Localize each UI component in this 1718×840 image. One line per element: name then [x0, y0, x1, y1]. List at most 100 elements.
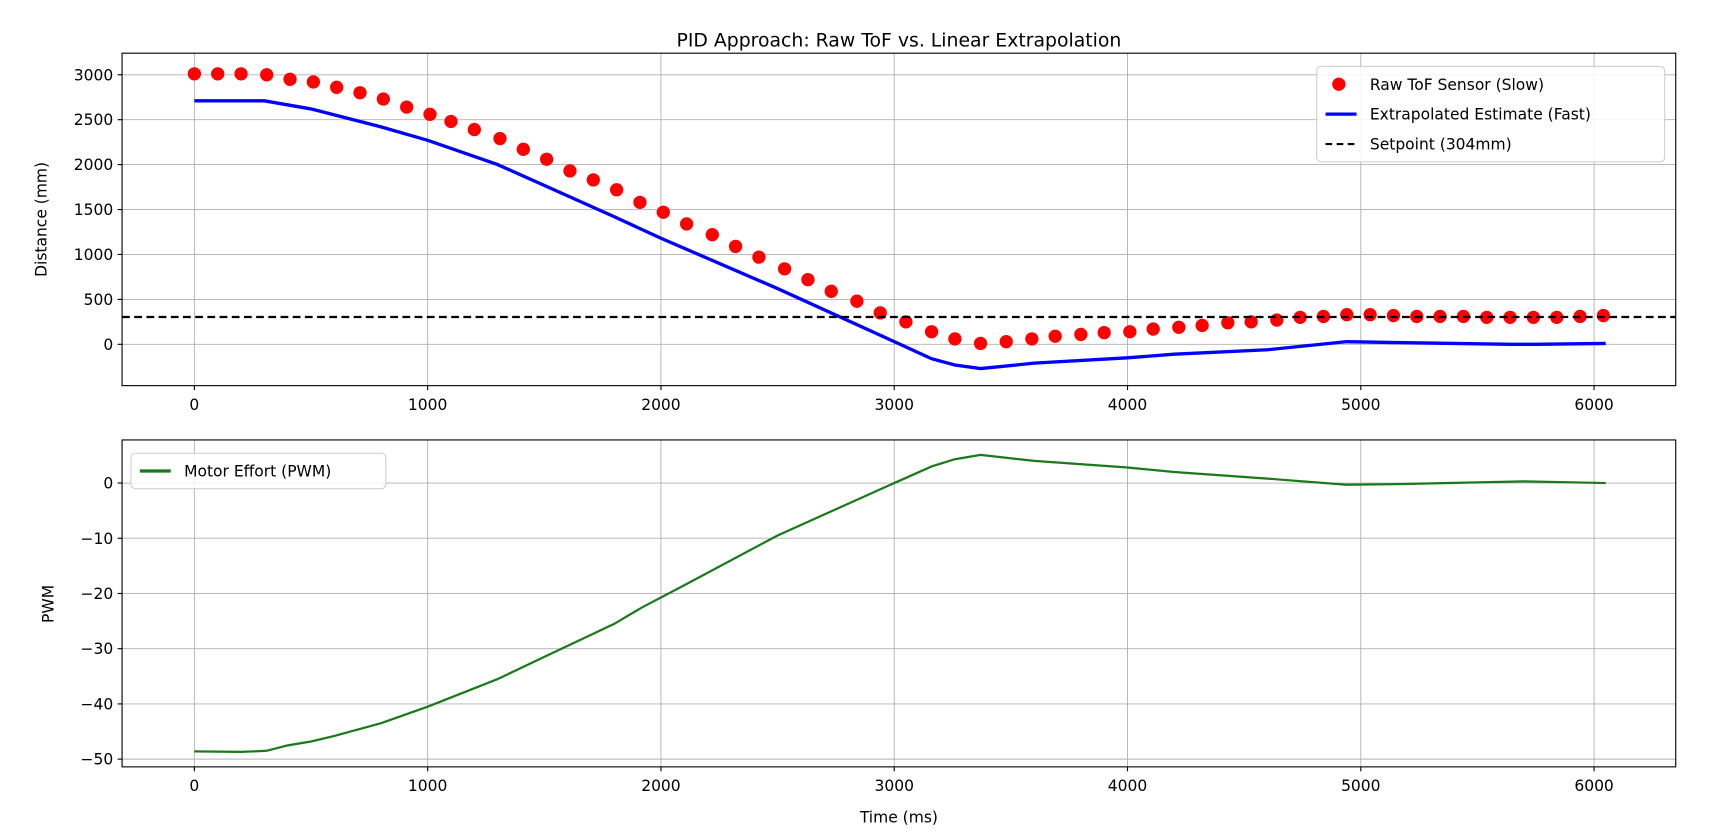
- legend-label: Motor Effort (PWM): [184, 463, 331, 481]
- raw-tof-point: [444, 114, 458, 129]
- raw-tof-point: [850, 294, 864, 308]
- raw-tof-point: [1221, 316, 1235, 330]
- raw-tof-point: [1480, 310, 1494, 325]
- raw-tof-point: [516, 142, 530, 156]
- raw-tof-point: [306, 75, 321, 89]
- y-tick-label: 2000: [74, 156, 113, 174]
- y-tick-label: 0: [103, 336, 113, 354]
- x-tick-label: 2000: [641, 396, 680, 414]
- raw-tof-point: [679, 217, 694, 231]
- legend-item: Motor Effort (PWM): [139, 463, 331, 481]
- raw-tof-point: [752, 250, 766, 264]
- raw-tof-point: [1363, 308, 1377, 322]
- plot-area: [122, 439, 1676, 767]
- x-tick-label: 4000: [1108, 396, 1147, 414]
- raw-tof-point: [1503, 310, 1517, 325]
- y-axis-label-distance: Distance (mm): [33, 162, 51, 277]
- y-axis-label-pwm: PWM: [39, 585, 57, 623]
- legend-item: Raw ToF Sensor (Slow): [1332, 76, 1544, 94]
- legend-box: [1316, 65, 1666, 163]
- raw-tof-point: [777, 262, 792, 276]
- y-tick-label: 500: [84, 291, 114, 309]
- raw-tof-point: [493, 131, 507, 146]
- raw-tof-point: [1172, 320, 1186, 334]
- raw-tof-point: [400, 100, 414, 114]
- y-tick-label: 2500: [74, 111, 113, 129]
- x-tick-label: 1000: [408, 396, 447, 414]
- legend-box: [130, 452, 387, 490]
- x-tick-label: 0: [189, 396, 199, 414]
- raw-tof-point: [260, 68, 274, 82]
- x-tick-label: 5000: [1341, 777, 1380, 795]
- legend-marker-scatter: [1332, 77, 1346, 91]
- raw-tof-point: [330, 80, 344, 94]
- raw-tof-point: [801, 272, 815, 287]
- raw-tof-point: [1270, 313, 1284, 327]
- raw-tof-point: [423, 107, 437, 121]
- y-tick-label: 3000: [74, 66, 113, 84]
- legend: Motor Effort (PWM): [130, 452, 387, 490]
- raw-tof-point: [1097, 325, 1111, 340]
- raw-tof-point: [1293, 310, 1307, 325]
- raw-tof-point: [609, 183, 624, 197]
- raw-tof-point: [973, 336, 988, 351]
- raw-tof-point: [633, 195, 647, 209]
- legend-item: Extrapolated Estimate (Fast): [1325, 106, 1591, 124]
- x-tick-label: 5000: [1341, 396, 1380, 414]
- pwm-line: [194, 453, 1606, 754]
- y-tick-label: 1500: [74, 201, 113, 219]
- raw-tof-point: [283, 72, 297, 86]
- raw-tof-point: [1025, 332, 1039, 346]
- y-tick-label: −30: [80, 640, 113, 658]
- raw-tof-point: [187, 67, 202, 81]
- raw-tof-point: [1074, 327, 1088, 342]
- raw-tof-point: [899, 315, 913, 329]
- raw-tof-point: [705, 228, 719, 242]
- axes-frame: [121, 52, 1677, 387]
- y-tick-label: −20: [80, 585, 113, 603]
- y-tick-label: −40: [80, 695, 113, 713]
- top-axes: 0 1000 2000 3000 4000 5000 6000 0 500 1000 1500 200…: [74, 52, 1677, 414]
- y-tick-label: −50: [80, 751, 113, 769]
- raw-tof-point: [824, 284, 838, 298]
- raw-tof-point: [563, 164, 577, 178]
- legend: Raw ToF Sensor (Slow) Extrapolated Estima…: [1316, 65, 1666, 163]
- y-tick-label: −10: [80, 530, 113, 548]
- raw-tof-point: [539, 152, 554, 166]
- legend-label: Setpoint (304mm): [1370, 136, 1512, 154]
- x-tick-label: 3000: [875, 396, 914, 414]
- x-tick-label: 6000: [1574, 777, 1613, 795]
- raw-tof-point: [728, 239, 743, 254]
- x-tick-label: 0: [189, 777, 199, 795]
- raw-tof-point: [924, 325, 939, 339]
- x-tick-label: 3000: [875, 777, 914, 795]
- axes-frame: [121, 439, 1677, 768]
- raw-tof-point: [211, 67, 225, 81]
- raw-tof-point: [1550, 310, 1564, 325]
- raw-tof-point: [467, 122, 481, 137]
- raw-tof-point: [586, 173, 600, 187]
- raw-tof-point: [376, 92, 390, 106]
- raw-tof-point: [1596, 308, 1611, 323]
- raw-tof-point: [948, 332, 962, 346]
- legend-item: Setpoint (304mm): [1325, 136, 1512, 154]
- chart-title: PID Approach: Raw ToF vs. Linear Extrapo…: [676, 31, 1121, 52]
- x-tick-label: 4000: [1108, 777, 1147, 795]
- x-axis-label-time: Time (ms): [859, 808, 938, 826]
- raw-tof-point: [1386, 308, 1401, 323]
- raw-tof-point: [353, 86, 367, 100]
- raw-tof-point: [234, 67, 248, 81]
- x-tick-label: 2000: [641, 777, 680, 795]
- raw-tof-point: [1195, 318, 1209, 333]
- y-tick-label: 0: [103, 475, 113, 493]
- x-tick-label: 1000: [408, 777, 447, 795]
- raw-tof-point: [1146, 322, 1160, 336]
- raw-tof-point: [1048, 329, 1062, 343]
- legend-label: Raw ToF Sensor (Slow): [1370, 76, 1544, 94]
- raw-tof-point: [656, 205, 670, 219]
- raw-tof-point: [1123, 325, 1137, 339]
- raw-tof-point: [1244, 315, 1258, 329]
- x-tick-label: 6000: [1574, 396, 1613, 414]
- bottom-axes: 0 1000 2000 3000 4000 5000 6000 −50 −40 −30 −20 −10…: [80, 439, 1677, 795]
